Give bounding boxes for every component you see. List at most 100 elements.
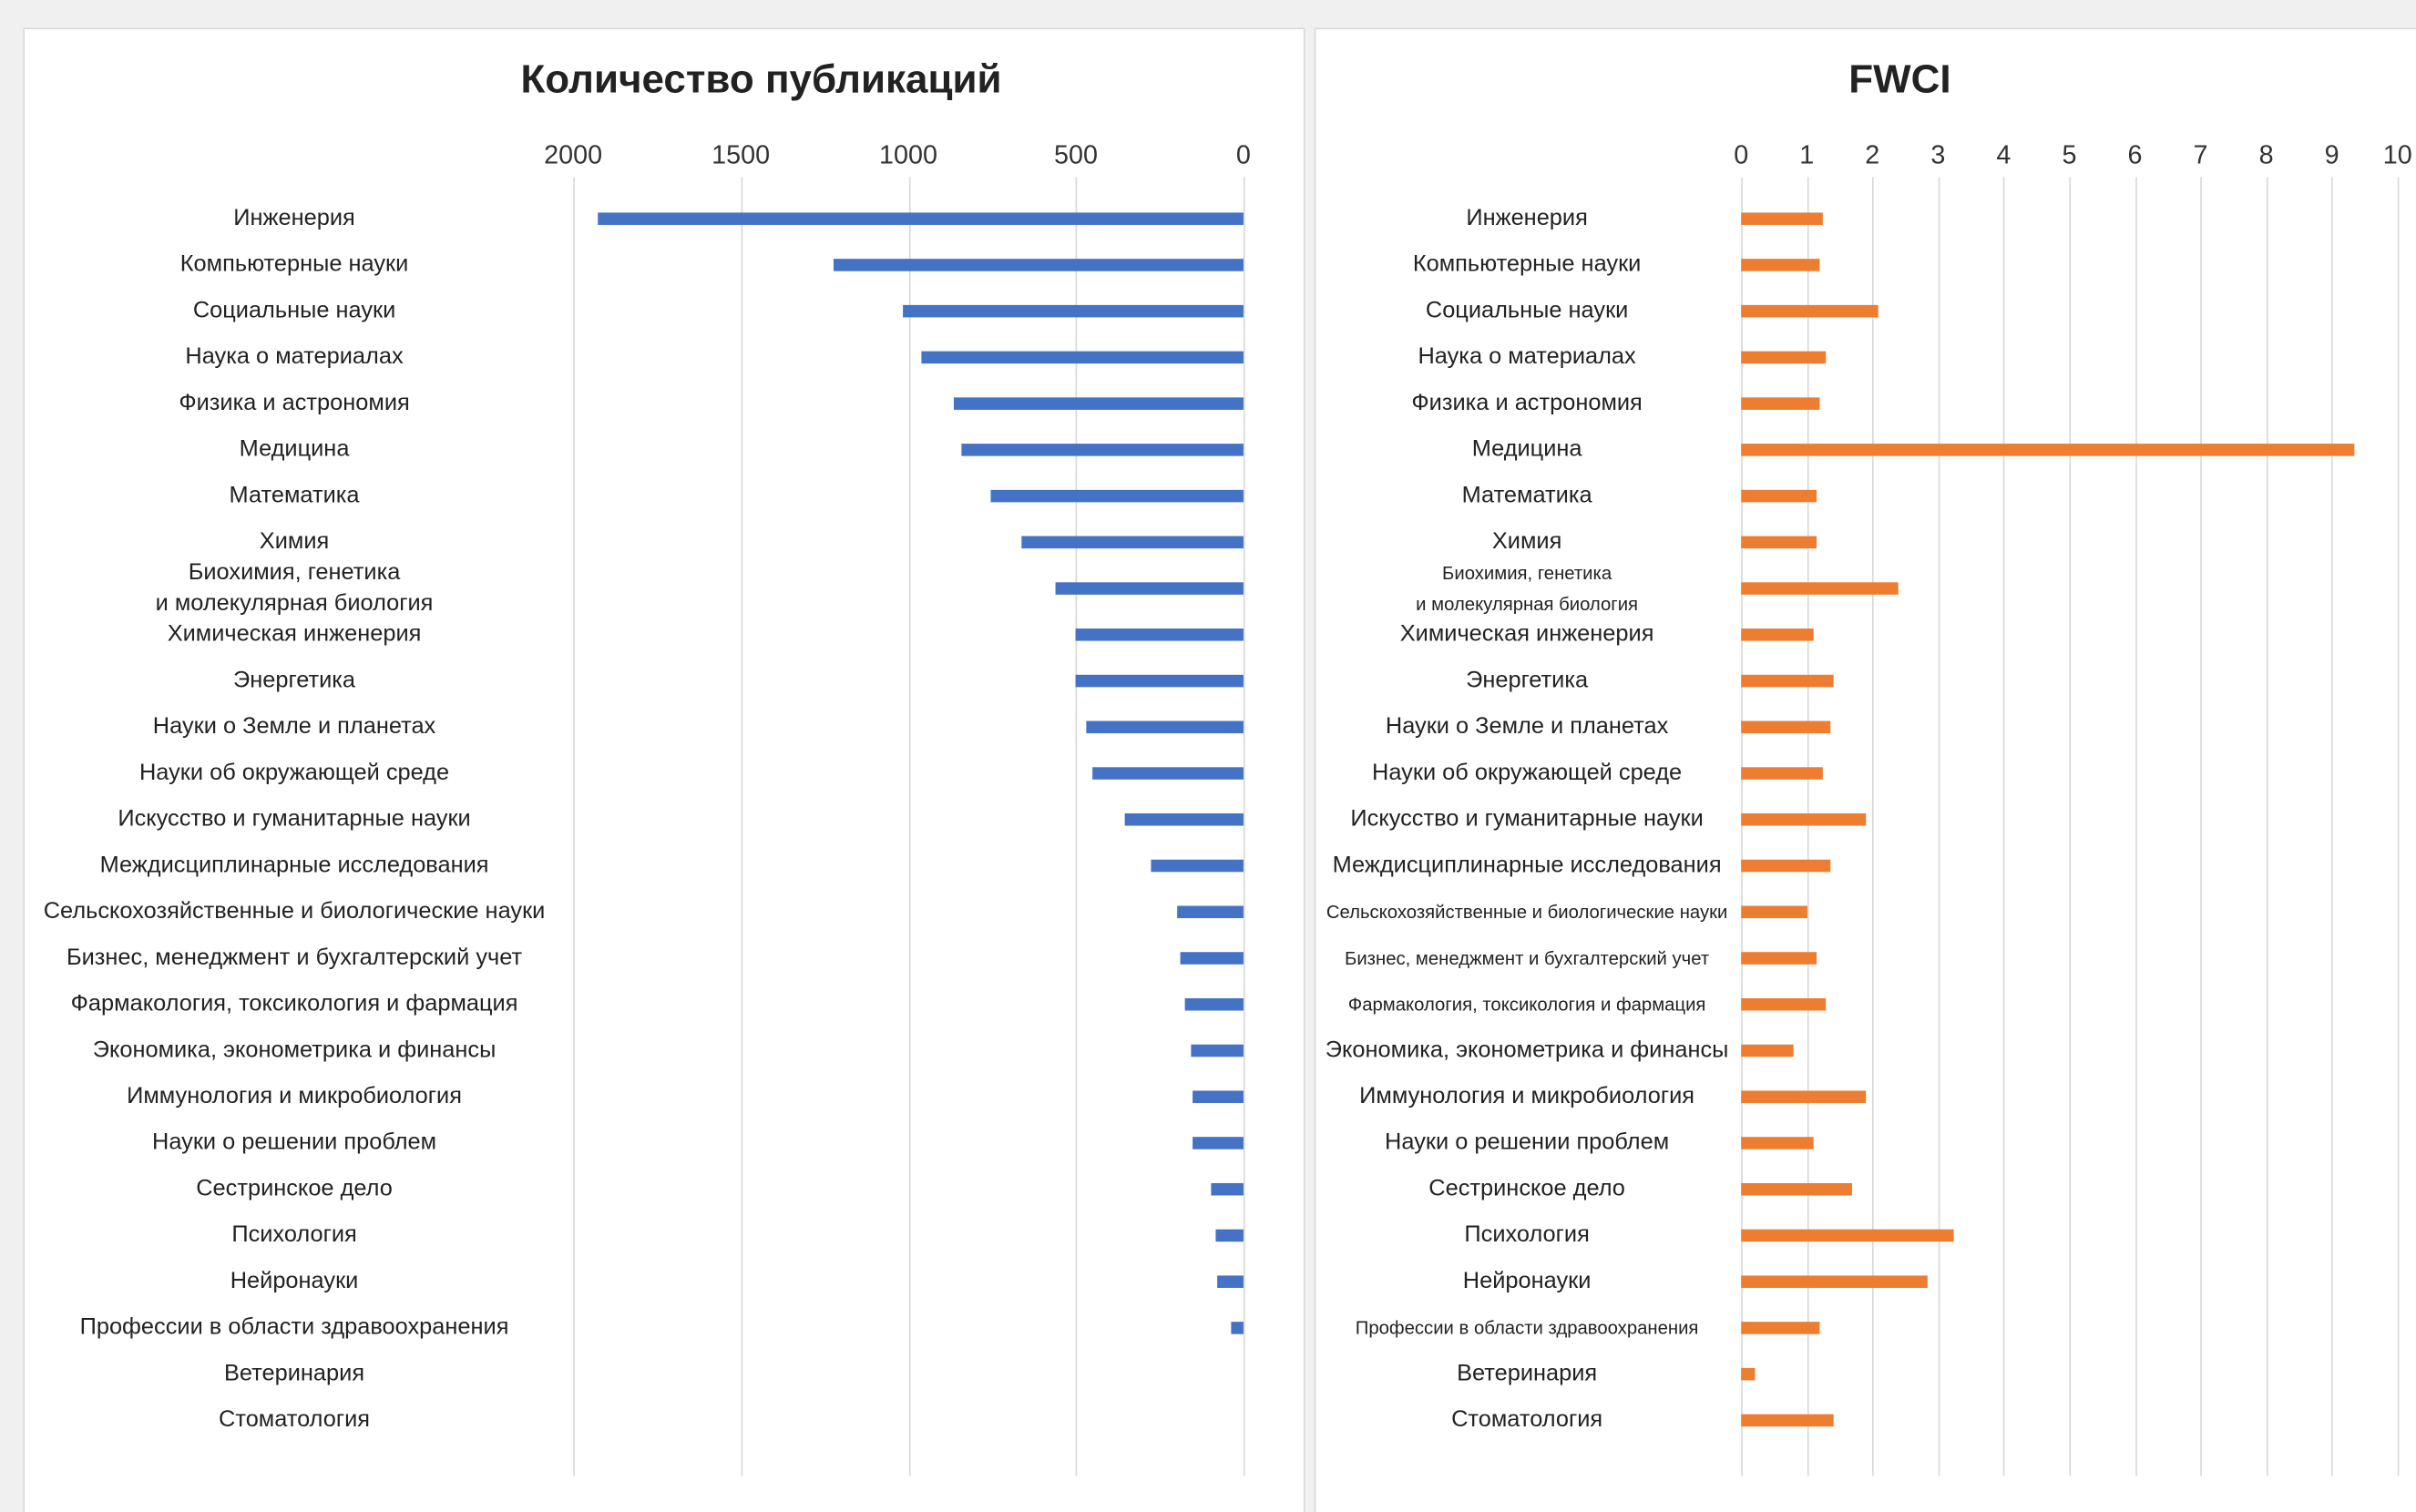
bar: [1741, 1044, 1794, 1057]
category-label: Стоматология: [1451, 1406, 1603, 1433]
category-label: Медицина: [239, 435, 350, 463]
left-panel: [23, 27, 1305, 1512]
bar: [1741, 1182, 1853, 1196]
category-label: Профессии в области здравоохранения: [79, 1313, 509, 1341]
bar: [1022, 536, 1244, 549]
bar: [1055, 582, 1244, 595]
category-label: Медицина: [1471, 435, 1582, 463]
x-tick-label: 0: [1734, 139, 1749, 170]
category-label: Бизнес, менеджмент и бухгалтерский учет: [1345, 947, 1710, 969]
bar: [1741, 1414, 1834, 1427]
category-label: Инженерия: [1466, 204, 1588, 231]
bar: [833, 259, 1244, 271]
bar: [1741, 444, 2355, 456]
x-tick-label: 3: [1930, 139, 1946, 170]
category-label: Иммунология и микробиология: [127, 1083, 462, 1109]
bar: [1193, 1137, 1244, 1149]
category-label: Сестринское дело: [1428, 1175, 1625, 1202]
x-tick-label: 2000: [544, 139, 603, 170]
grid-line: [2134, 177, 2137, 1476]
grid-line: [741, 177, 742, 1476]
bar: [1193, 1090, 1244, 1103]
bar: [1741, 259, 1820, 271]
grid-line: [573, 177, 575, 1476]
grid-line: [1741, 177, 1743, 1476]
bar: [1741, 489, 1817, 503]
bar: [1092, 767, 1244, 780]
right-panel: [1314, 27, 2416, 1512]
bar: [953, 397, 1244, 410]
category-label: Инженерия: [233, 204, 355, 231]
grid-line: [2200, 177, 2203, 1476]
bar: [1741, 1137, 1814, 1149]
category-label: Психология: [1464, 1221, 1590, 1248]
grid-line: [2331, 177, 2334, 1476]
bar: [598, 212, 1244, 225]
x-tick-label: 10: [2382, 139, 2412, 170]
x-tick-label: 1: [1799, 139, 1815, 170]
grid-line: [2069, 177, 2072, 1476]
category-label: Энергетика: [233, 667, 356, 694]
category-label: Науки о решении проблем: [1385, 1129, 1670, 1156]
category-label: Бизнес, менеджмент и бухгалтерский учет: [66, 944, 523, 971]
bar: [1741, 859, 1830, 873]
category-label: Экономика, эконометрика и финансы: [1325, 1037, 1729, 1064]
category-label: Науки о решении проблем: [151, 1129, 437, 1156]
chart-title: Количество публикаций: [520, 55, 1002, 102]
bar: [1741, 720, 1830, 734]
category-label: Социальные науки: [1425, 297, 1629, 324]
bar: [1741, 536, 1817, 549]
x-tick-label: 0: [1235, 139, 1251, 170]
chart-title: FWCI: [1848, 55, 1951, 102]
x-tick-label: 6: [2127, 139, 2143, 170]
x-tick-label: 4: [1996, 139, 2012, 170]
category-label: Физика и астрономия: [179, 389, 410, 416]
category-label: Биохимия, генетика и молекулярная биолог…: [1416, 562, 1639, 615]
category-label: Экономика, эконометрика и финансы: [92, 1037, 497, 1064]
bar: [1741, 397, 1820, 410]
category-label: Нейронауки: [1462, 1267, 1592, 1294]
grid-line: [2397, 177, 2400, 1476]
category-label: Компьютерные науки: [1412, 250, 1642, 278]
bar: [1741, 351, 1827, 364]
category-label: Науки об окружающей среде: [1372, 759, 1683, 786]
x-tick-label: 7: [2193, 139, 2208, 170]
category-label: Социальные науки: [192, 297, 396, 324]
bar: [1176, 905, 1244, 919]
bar: [1214, 1229, 1244, 1242]
category-label: Сестринское дело: [196, 1175, 393, 1202]
category-label: Психология: [231, 1221, 357, 1248]
category-label: Биохимия, генетика и молекулярная биолог…: [155, 558, 434, 617]
category-label: Химическая инженерия: [1399, 620, 1654, 648]
category-label: Математика: [229, 482, 360, 509]
bar: [1741, 905, 1807, 919]
x-tick-label: 1000: [879, 139, 938, 170]
category-label: Энергетика: [1466, 667, 1589, 694]
category-label: Ветеринария: [224, 1360, 365, 1387]
bar: [1741, 628, 1814, 641]
bar: [1741, 674, 1834, 688]
category-label: Междисциплинарные исследования: [1332, 852, 1722, 879]
x-tick-label: 9: [2324, 139, 2339, 170]
bar: [1180, 952, 1244, 965]
x-tick-label: 1500: [711, 139, 771, 170]
bar: [1191, 1044, 1244, 1057]
bar: [921, 351, 1244, 364]
category-label: Искусство и гуманитарные науки: [118, 805, 471, 833]
bar: [1741, 1322, 1820, 1334]
bar: [1741, 1229, 1955, 1242]
grid-line: [2266, 177, 2268, 1476]
bar: [1741, 582, 1899, 595]
category-label: Химия: [259, 528, 330, 555]
category-label: Иммунология и микробиология: [1359, 1083, 1695, 1109]
bar: [990, 489, 1244, 503]
grid-line: [1243, 177, 1245, 1476]
bar: [1075, 674, 1244, 688]
bar: [1085, 720, 1244, 734]
x-tick-label: 500: [1053, 139, 1098, 170]
bar: [1741, 1367, 1755, 1381]
category-label: Фармакология, токсикология и фармация: [70, 990, 518, 1017]
bar: [1741, 952, 1817, 965]
